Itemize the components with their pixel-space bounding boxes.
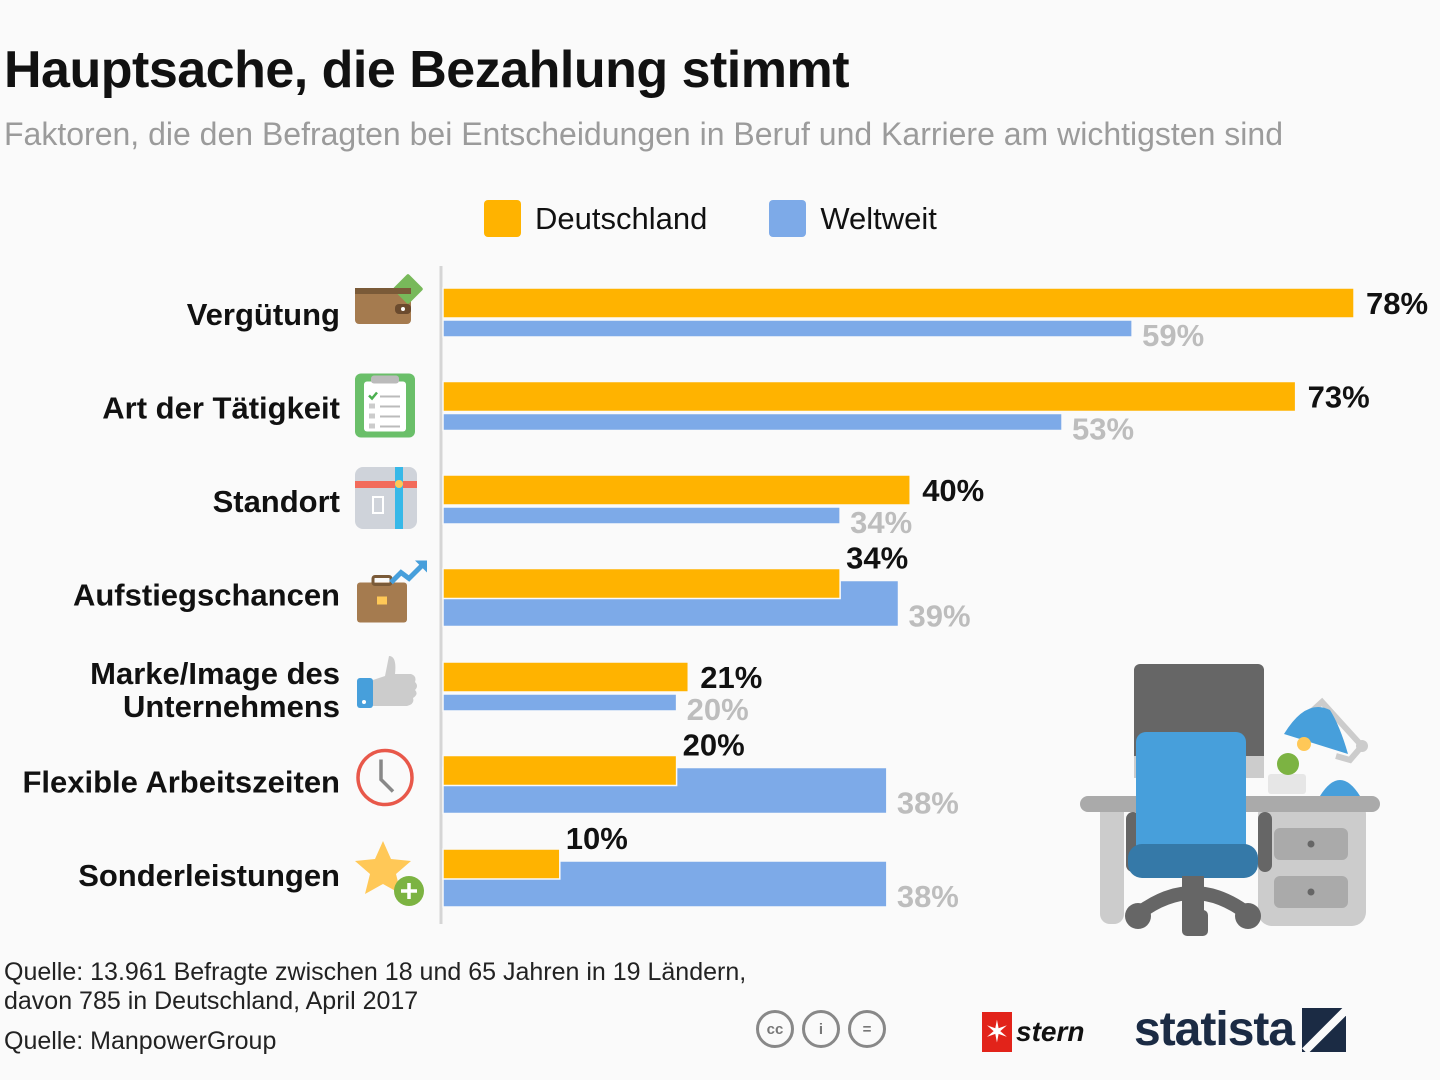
clipboard-icon bbox=[355, 373, 415, 438]
no-derivatives-icon: = bbox=[848, 1010, 886, 1048]
source-text: Quelle: ManpowerGroup bbox=[4, 1027, 277, 1055]
cc-icon: cc bbox=[756, 1010, 794, 1048]
source-note-line2: davon 785 in Deutschland, April 2017 bbox=[4, 987, 419, 1015]
map-icon bbox=[355, 467, 417, 529]
attribution-icon: i bbox=[802, 1010, 840, 1048]
star-plus-icon bbox=[355, 841, 424, 906]
thumbs-up-icon bbox=[357, 656, 417, 708]
chart-subtitle: Faktoren, die den Befragten bei Entschei… bbox=[4, 116, 1283, 152]
chart-title: Hauptsache, die Bezahlung stimmt bbox=[4, 41, 850, 99]
value-label-deutschland: 73% bbox=[1308, 380, 1370, 415]
bar-weltweit bbox=[442, 693, 678, 712]
briefcase-growth-icon bbox=[357, 560, 427, 623]
legend-label-deutschland: Deutschland bbox=[535, 200, 708, 236]
value-label-deutschland: 40% bbox=[922, 473, 984, 508]
bar-chart: Vergütung 78% 59% Art der Tätigkeit 73% 53% St… bbox=[22, 266, 1428, 924]
bar-deutschland bbox=[442, 567, 841, 600]
source-note-line1: Quelle: 13.961 Befragte zwischen 18 und … bbox=[4, 958, 747, 986]
bar-deutschland bbox=[442, 754, 678, 787]
category-label: Marke/Image des Unternehmens bbox=[90, 656, 340, 724]
value-label-weltweit: 20% bbox=[687, 692, 749, 727]
stern-star-icon: ✶ bbox=[982, 1012, 1012, 1052]
value-label-weltweit: 34% bbox=[850, 505, 912, 540]
creative-commons-license[interactable]: cc i = bbox=[756, 1010, 886, 1048]
category-label: Vergütung bbox=[187, 297, 340, 332]
category-label: Aufstiegschancen bbox=[73, 578, 340, 613]
value-label-weltweit: 38% bbox=[897, 879, 959, 914]
legend: Deutschland Weltweit bbox=[484, 200, 999, 237]
category-label: Flexible Arbeitszeiten bbox=[22, 765, 340, 800]
value-label-weltweit: 53% bbox=[1072, 412, 1134, 447]
bar-weltweit bbox=[442, 506, 841, 525]
statista-wordmark: statista bbox=[1134, 1003, 1295, 1056]
statista-mark-icon bbox=[1302, 1007, 1347, 1052]
bar-deutschland bbox=[442, 380, 1297, 413]
stern-logo[interactable]: ✶ stern bbox=[982, 1012, 1084, 1052]
value-label-weltweit: 39% bbox=[909, 599, 971, 634]
bar-deutschland bbox=[442, 287, 1355, 319]
value-label-weltweit: 59% bbox=[1142, 318, 1204, 353]
legend-swatch-weltweit bbox=[769, 200, 807, 237]
bar-weltweit bbox=[442, 319, 1133, 338]
legend-swatch-deutschland bbox=[484, 200, 521, 237]
legend-item-deutschland: Deutschland bbox=[484, 200, 707, 237]
bar-deutschland bbox=[442, 474, 911, 506]
value-label-deutschland: 10% bbox=[566, 821, 628, 856]
bar-weltweit bbox=[442, 412, 1063, 432]
bar-deutschland bbox=[442, 848, 561, 880]
source-note: Quelle: 13.961 Befragte zwischen 18 und … bbox=[4, 958, 746, 1016]
clock-icon bbox=[356, 748, 414, 807]
value-label-deutschland: 34% bbox=[846, 541, 908, 576]
bar-deutschland bbox=[442, 661, 690, 693]
category-label: Sonderleistungen bbox=[78, 858, 340, 893]
value-label-deutschland: 21% bbox=[700, 660, 762, 695]
value-label-weltweit: 38% bbox=[897, 786, 959, 821]
statista-logo[interactable]: statista bbox=[1134, 1002, 1347, 1057]
desk-illustration bbox=[1080, 664, 1380, 936]
category-label: Standort bbox=[213, 484, 340, 519]
stern-wordmark: stern bbox=[1016, 1016, 1085, 1047]
legend-label-weltweit: Weltweit bbox=[820, 200, 937, 236]
category-label: Art der Tätigkeit bbox=[102, 391, 340, 426]
value-label-deutschland: 78% bbox=[1366, 286, 1428, 321]
wallet-icon bbox=[355, 274, 423, 324]
value-label-deutschland: 20% bbox=[683, 728, 745, 763]
legend-item-weltweit: Weltweit bbox=[769, 200, 937, 237]
